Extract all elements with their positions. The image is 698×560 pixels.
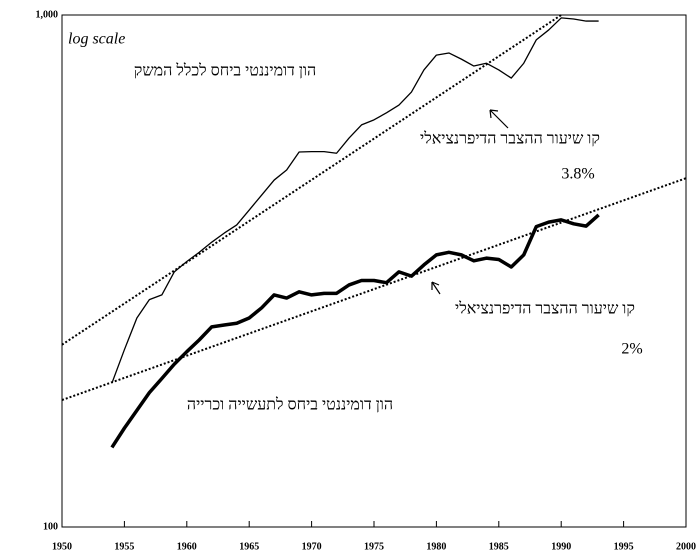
x-tick-label: 1985 <box>489 541 509 552</box>
annotation: קו שיעור ההצבר הדיפרנציאלי <box>455 300 635 318</box>
x-tick-label: 1975 <box>364 541 384 552</box>
series-line <box>61 177 687 401</box>
annotation: קו שיעור ההצבר הדיפרנציאלי <box>420 130 600 148</box>
y-tick-label: 100 <box>43 521 58 532</box>
x-tick-label: 1970 <box>302 541 322 552</box>
y-tick-label: 1,000 <box>36 9 59 20</box>
arrow <box>431 281 441 295</box>
x-tick-label: 1980 <box>426 541 446 552</box>
series-line <box>111 17 599 384</box>
x-tick-label: 1960 <box>177 541 197 552</box>
annotation: הון דומיננטי ביחס לתעשייה וכרייה <box>187 396 393 414</box>
plot-frame <box>61 14 687 528</box>
arrows <box>431 109 509 295</box>
x-tick-label: 1965 <box>239 541 259 552</box>
series-line <box>110 213 600 449</box>
annotation: 2% <box>621 341 642 358</box>
x-tick-label: 1990 <box>551 541 571 552</box>
x-tick-label: 1995 <box>614 541 634 552</box>
arrow <box>489 109 509 129</box>
annotation: 3.8% <box>561 166 594 183</box>
x-tick-label: 1950 <box>52 541 72 552</box>
x-tick-label: 2000 <box>676 541 696 552</box>
annotation: log scale <box>68 31 125 48</box>
annotation: הון דומיננטי ביחס לכלל המשק <box>134 62 316 80</box>
x-tick-label: 1955 <box>114 541 134 552</box>
